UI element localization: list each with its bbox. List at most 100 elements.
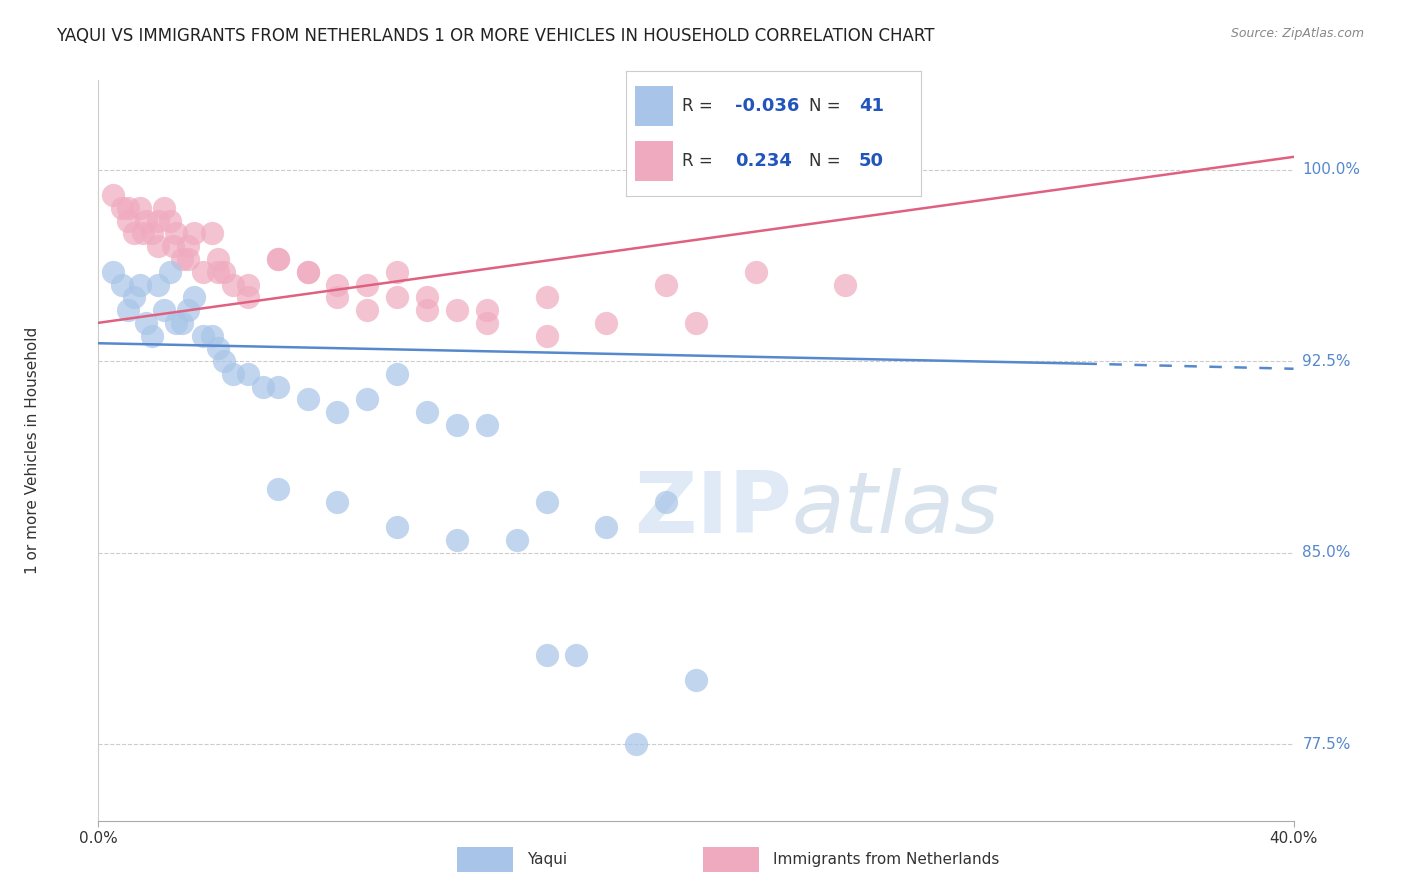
Point <box>356 303 378 318</box>
Point <box>111 201 134 215</box>
Point <box>595 520 617 534</box>
Point <box>536 648 558 662</box>
Text: 50: 50 <box>859 153 884 170</box>
Point <box>385 367 409 381</box>
Point <box>475 417 498 432</box>
Point <box>595 316 617 330</box>
Point <box>183 227 205 241</box>
Point <box>111 277 134 292</box>
Text: -0.036: -0.036 <box>735 97 799 115</box>
Point <box>536 328 558 343</box>
Point <box>326 290 349 304</box>
Point <box>177 303 200 318</box>
Point <box>565 648 588 662</box>
Point <box>124 290 146 304</box>
Text: Source: ZipAtlas.com: Source: ZipAtlas.com <box>1230 27 1364 40</box>
Point <box>446 417 468 432</box>
Point <box>117 303 139 318</box>
Point <box>141 227 163 241</box>
Point <box>326 405 349 419</box>
Point <box>148 239 170 253</box>
Point <box>183 290 205 304</box>
Point <box>416 303 439 318</box>
Point <box>201 227 224 241</box>
Point <box>212 265 235 279</box>
Point <box>153 303 176 318</box>
Text: ZIP: ZIP <box>634 468 792 551</box>
Point <box>416 405 439 419</box>
Point <box>356 277 378 292</box>
Point <box>129 201 152 215</box>
Point <box>148 213 170 227</box>
Point <box>162 239 184 253</box>
Point <box>267 379 290 393</box>
Point <box>385 520 409 534</box>
Point <box>212 354 235 368</box>
Point <box>297 265 319 279</box>
Text: 0.234: 0.234 <box>735 153 792 170</box>
Point <box>117 201 139 215</box>
Point <box>685 673 707 688</box>
Text: N =: N = <box>808 153 845 170</box>
Point <box>153 201 176 215</box>
Point <box>326 277 349 292</box>
Text: 41: 41 <box>859 97 884 115</box>
Text: atlas: atlas <box>792 468 1000 551</box>
Text: 77.5%: 77.5% <box>1302 737 1351 752</box>
Point <box>416 290 439 304</box>
Point <box>165 316 187 330</box>
Point <box>103 265 125 279</box>
Bar <box>634 87 673 127</box>
Point <box>297 265 319 279</box>
Point <box>655 277 678 292</box>
Point <box>267 252 290 266</box>
Point <box>297 392 319 407</box>
Point <box>135 213 157 227</box>
Point <box>267 482 290 496</box>
Point <box>177 252 200 266</box>
Point <box>326 494 349 508</box>
Text: R =: R = <box>682 153 718 170</box>
Point <box>132 227 155 241</box>
Point <box>141 328 163 343</box>
Point <box>207 265 229 279</box>
Point <box>177 239 200 253</box>
Point <box>236 277 259 292</box>
Point <box>385 265 409 279</box>
Point <box>626 737 648 751</box>
Point <box>207 252 229 266</box>
Text: 85.0%: 85.0% <box>1302 545 1351 560</box>
Point <box>222 277 245 292</box>
Point <box>446 303 468 318</box>
Point <box>252 379 274 393</box>
Point <box>267 252 290 266</box>
Bar <box>634 141 673 181</box>
Point <box>236 367 259 381</box>
Point <box>236 290 259 304</box>
Point <box>745 265 768 279</box>
Text: Yaqui: Yaqui <box>527 853 568 867</box>
Point <box>129 277 152 292</box>
Point <box>475 303 498 318</box>
Point <box>506 533 529 547</box>
Text: 100.0%: 100.0% <box>1302 162 1361 178</box>
Point <box>191 265 214 279</box>
Point <box>446 533 468 547</box>
Point <box>222 367 245 381</box>
Point <box>685 316 707 330</box>
Point <box>165 227 187 241</box>
Point <box>655 494 678 508</box>
Point <box>536 290 558 304</box>
Point <box>172 252 194 266</box>
Point <box>124 227 146 241</box>
Text: Immigrants from Netherlands: Immigrants from Netherlands <box>773 853 1000 867</box>
Text: YAQUI VS IMMIGRANTS FROM NETHERLANDS 1 OR MORE VEHICLES IN HOUSEHOLD CORRELATION: YAQUI VS IMMIGRANTS FROM NETHERLANDS 1 O… <box>56 27 935 45</box>
Point <box>207 342 229 356</box>
Point <box>159 265 181 279</box>
Text: N =: N = <box>808 97 845 115</box>
Point <box>385 290 409 304</box>
Point <box>191 328 214 343</box>
Point <box>159 213 181 227</box>
Text: R =: R = <box>682 97 718 115</box>
Point <box>172 316 194 330</box>
